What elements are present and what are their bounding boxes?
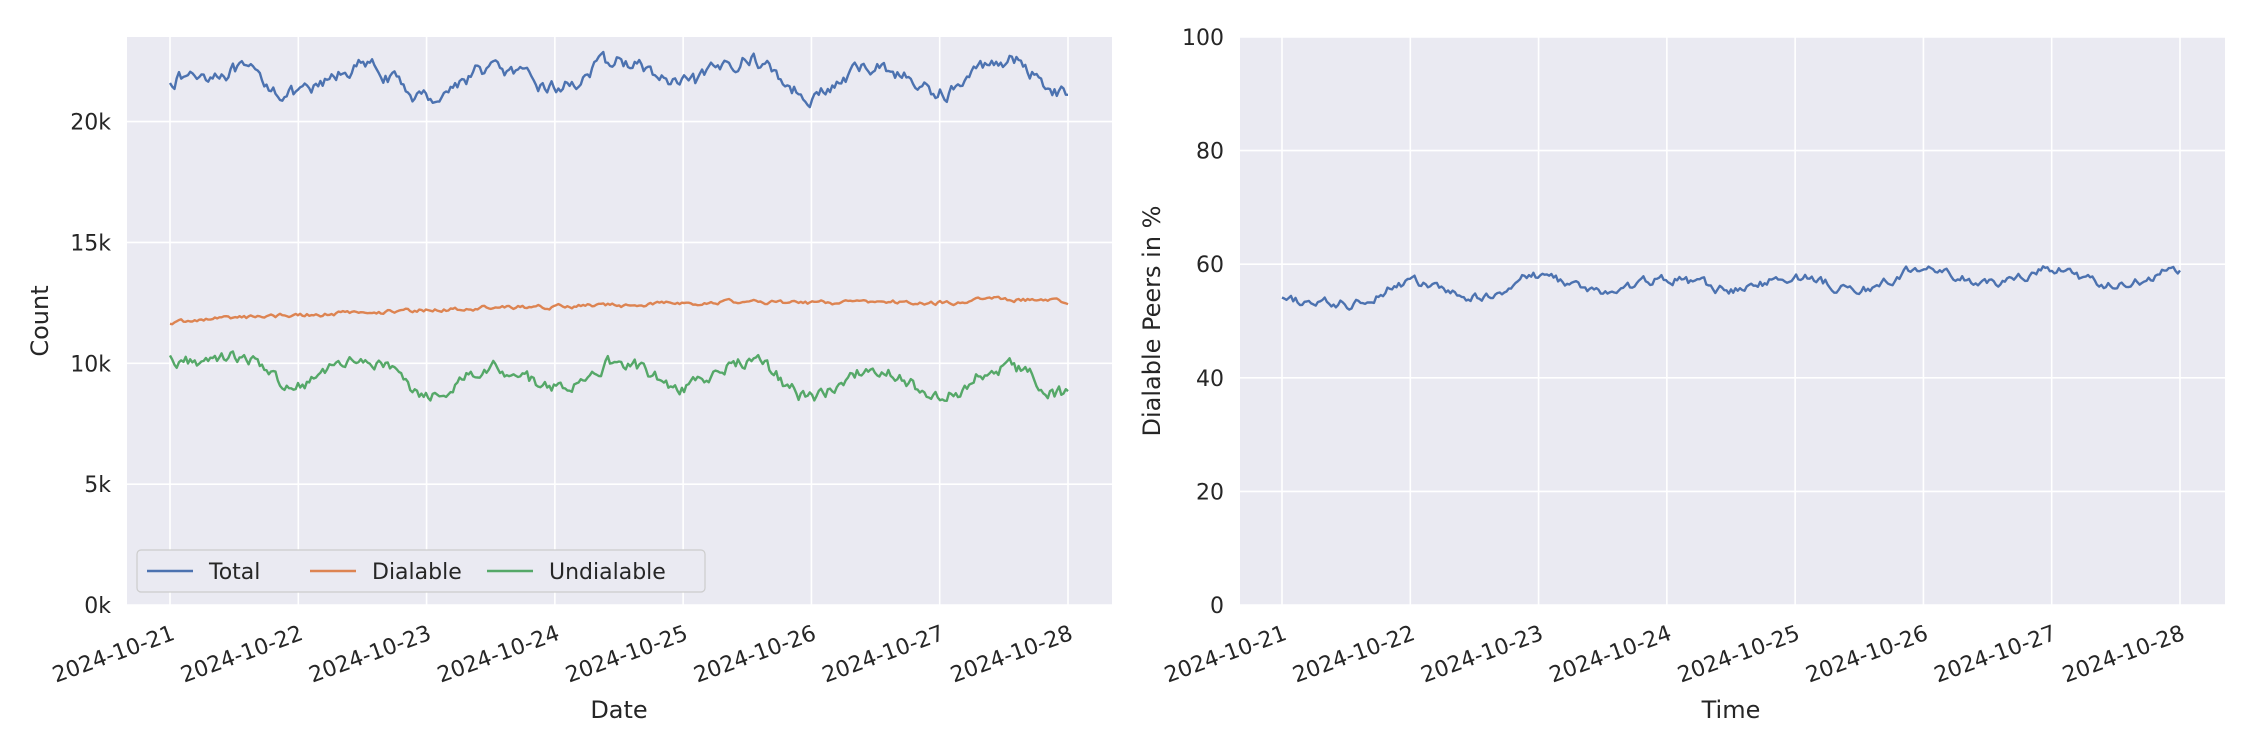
percent-chart-y-tick-label: 0	[1210, 594, 1224, 619]
percent-chart-x-tick-label: 2024-10-28	[2059, 621, 2188, 688]
count-chart-x-tick-label: 2024-10-25	[562, 621, 691, 688]
count-chart-x-axis-label: Date	[590, 696, 647, 724]
percent-chart-y-tick-label: 20	[1196, 480, 1224, 505]
count-chart-y-tick-label: 5k	[84, 473, 111, 498]
count-chart-legend: Total Dialable Undialable	[136, 549, 706, 593]
count-chart-x-tick-label: 2024-10-23	[306, 621, 435, 688]
percent-chart-x-ticks: 2024-10-21 2024-10-22 2024-10-23 2024-10-24…	[1161, 621, 2188, 688]
percent-chart-panel: 2024-10-21 2024-10-22 2024-10-23 2024-10-24…	[1138, 26, 2225, 724]
percent-chart-x-tick-label: 2024-10-27	[1931, 621, 2060, 688]
count-chart-series-line-total	[168, 50, 1069, 109]
percent-chart-x-tick-label: 2024-10-23	[1418, 621, 1547, 688]
percent-chart-x-tick-label: 2024-10-24	[1546, 621, 1675, 688]
percent-chart-x-tick-label: 2024-10-22	[1290, 621, 1419, 688]
count-chart-series-line-dialable	[169, 295, 1069, 326]
count-chart-y-tick-label: 0k	[84, 594, 111, 619]
count-chart-series	[168, 50, 1069, 402]
percent-chart-series	[1281, 265, 2181, 311]
count-chart-legend-label: Dialable	[372, 560, 462, 585]
count-chart-gridlines	[127, 37, 1112, 606]
count-chart-x-tick-label: 2024-10-22	[178, 621, 307, 688]
count-chart-plot-area	[127, 37, 1112, 605]
percent-chart-y-axis-label: Dialable Peers in %	[1138, 206, 1166, 437]
percent-chart-y-tick-label: 40	[1196, 367, 1224, 392]
count-chart-y-axis-label: Count	[26, 285, 54, 356]
count-chart-legend-label: Undialable	[549, 560, 666, 585]
percent-chart-x-tick-label: 2024-10-25	[1674, 621, 1803, 688]
count-chart-y-tick-label: 20k	[70, 111, 111, 136]
percent-chart-x-tick-label: 2024-10-26	[1803, 621, 1932, 688]
percent-chart-y-ticks: 0 20 40 60 80 100	[1182, 26, 1224, 619]
count-chart-x-tick-label: 2024-10-21	[49, 621, 178, 688]
count-chart-legend-label: Total	[208, 560, 260, 585]
percent-chart-gridlines	[1240, 36, 2225, 606]
percent-chart-plot-area	[1240, 37, 2225, 605]
percent-chart-y-tick-label: 100	[1182, 26, 1224, 51]
count-chart-x-ticks: 2024-10-21 2024-10-22 2024-10-23 2024-10-24…	[49, 621, 1076, 688]
count-chart-x-tick-label: 2024-10-24	[434, 621, 563, 688]
count-chart-series-line-undialable	[168, 350, 1069, 402]
count-chart-y-tick-label: 15k	[70, 231, 111, 256]
percent-chart-x-axis-label: Time	[1701, 696, 1761, 724]
count-chart-y-ticks: 0k 5k 10k 15k 20k	[70, 111, 111, 619]
percent-chart-x-tick-label: 2024-10-21	[1161, 621, 1290, 688]
count-chart-x-tick-label: 2024-10-28	[947, 621, 1076, 688]
percent-chart-series-line	[1281, 265, 2181, 311]
count-chart-panel: 2024-10-21 2024-10-22 2024-10-23 2024-10-24…	[26, 37, 1112, 724]
count-chart-legend-box	[136, 549, 706, 593]
count-chart-x-tick-label: 2024-10-27	[819, 621, 948, 688]
count-chart-x-tick-label: 2024-10-26	[691, 621, 820, 688]
percent-chart-y-tick-label: 60	[1196, 253, 1224, 278]
count-chart-y-tick-label: 10k	[70, 352, 111, 377]
percent-chart-y-tick-label: 80	[1196, 140, 1224, 165]
